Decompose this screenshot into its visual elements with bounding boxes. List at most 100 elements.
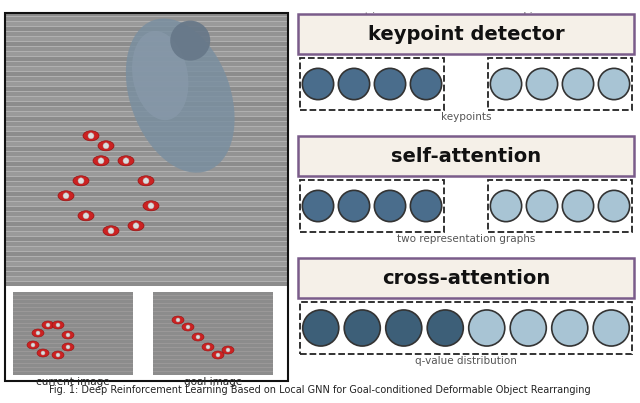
Circle shape (598, 69, 630, 100)
Bar (6, 217, 287, 221)
Circle shape (303, 310, 339, 346)
Ellipse shape (222, 346, 234, 354)
Ellipse shape (138, 176, 154, 186)
Ellipse shape (170, 21, 210, 60)
Bar (6, 127, 287, 131)
Bar (153, 312, 273, 315)
Bar (6, 47, 287, 51)
FancyBboxPatch shape (298, 136, 634, 176)
Ellipse shape (176, 318, 180, 322)
Circle shape (526, 190, 557, 222)
Ellipse shape (78, 178, 84, 184)
Bar (6, 192, 287, 196)
Bar (13, 300, 133, 303)
Ellipse shape (98, 141, 114, 151)
Bar (13, 332, 133, 335)
Ellipse shape (206, 345, 210, 349)
Ellipse shape (73, 176, 89, 186)
Ellipse shape (123, 158, 129, 164)
Bar (13, 296, 133, 299)
Bar (6, 42, 287, 46)
Bar (6, 57, 287, 61)
Text: Fig. 1: Deep Reinforcement Learning Based on Local GNN for Goal-conditioned Defo: Fig. 1: Deep Reinforcement Learning Base… (49, 385, 591, 395)
Bar (153, 304, 273, 307)
Ellipse shape (226, 348, 230, 352)
Bar (6, 37, 287, 41)
FancyBboxPatch shape (298, 258, 634, 298)
Circle shape (468, 310, 505, 346)
Bar (6, 152, 287, 156)
Ellipse shape (66, 333, 70, 337)
Bar (6, 197, 287, 201)
Ellipse shape (196, 335, 200, 339)
Circle shape (490, 69, 522, 100)
Bar (6, 12, 287, 16)
Ellipse shape (31, 343, 35, 347)
Text: current image: current image (331, 12, 405, 22)
Bar (488, 180, 632, 232)
Ellipse shape (133, 223, 139, 229)
Bar (153, 356, 273, 359)
Ellipse shape (37, 349, 49, 357)
Bar (6, 232, 287, 236)
Bar (6, 92, 287, 96)
Ellipse shape (192, 333, 204, 341)
Bar (153, 368, 273, 371)
Ellipse shape (93, 156, 109, 166)
Bar (153, 324, 273, 327)
Circle shape (552, 310, 588, 346)
Bar (6, 107, 287, 111)
Text: goal image: goal image (504, 12, 562, 22)
Circle shape (344, 310, 380, 346)
Bar (13, 372, 133, 375)
Circle shape (510, 310, 547, 346)
Text: goal image: goal image (184, 377, 242, 387)
Bar (6, 17, 287, 21)
Bar (13, 344, 133, 347)
Bar (6, 257, 287, 261)
Ellipse shape (118, 156, 134, 166)
Bar (6, 62, 287, 66)
Circle shape (302, 190, 333, 222)
Ellipse shape (46, 323, 50, 327)
Text: cross-attention: cross-attention (382, 268, 550, 287)
FancyBboxPatch shape (298, 14, 634, 54)
Bar (6, 187, 287, 191)
Ellipse shape (62, 343, 74, 351)
Bar (6, 122, 287, 126)
Bar (153, 364, 273, 367)
Bar (6, 252, 287, 256)
Bar (300, 180, 444, 232)
Bar (6, 52, 287, 56)
Bar (6, 182, 287, 186)
Circle shape (374, 69, 406, 100)
Circle shape (526, 69, 557, 100)
Circle shape (593, 310, 629, 346)
Bar (300, 302, 632, 354)
Bar (6, 137, 287, 141)
Ellipse shape (58, 191, 74, 201)
Bar (6, 132, 287, 136)
Bar (13, 324, 133, 327)
Bar (6, 237, 287, 241)
Bar (13, 368, 133, 371)
Bar (6, 212, 287, 216)
Text: current image: current image (36, 377, 110, 387)
Circle shape (598, 190, 630, 222)
Circle shape (374, 190, 406, 222)
Bar (6, 277, 287, 281)
Bar (153, 300, 273, 303)
Text: keypoint detector: keypoint detector (368, 25, 564, 44)
Ellipse shape (83, 213, 89, 219)
Bar (153, 320, 273, 323)
Bar (6, 97, 287, 101)
Bar (6, 27, 287, 31)
Bar (153, 348, 273, 351)
Bar (13, 328, 133, 331)
Bar (6, 32, 287, 36)
Text: self-attention: self-attention (391, 147, 541, 166)
Ellipse shape (32, 329, 44, 337)
Bar (153, 292, 273, 295)
Bar (6, 147, 287, 151)
Ellipse shape (186, 325, 190, 329)
